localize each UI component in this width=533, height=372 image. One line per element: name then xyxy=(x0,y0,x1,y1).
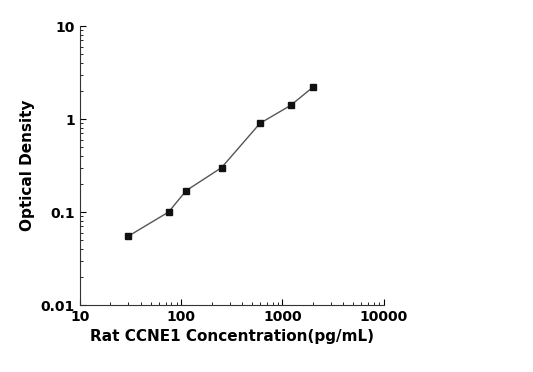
X-axis label: Rat CCNE1 Concentration(pg/mL): Rat CCNE1 Concentration(pg/mL) xyxy=(90,330,374,344)
Y-axis label: Optical Density: Optical Density xyxy=(20,100,35,231)
